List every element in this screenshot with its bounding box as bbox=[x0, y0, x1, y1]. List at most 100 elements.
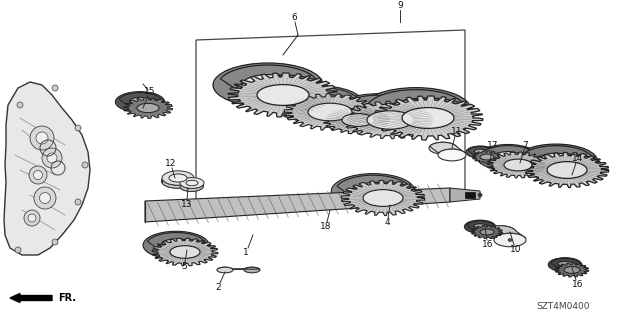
Ellipse shape bbox=[180, 178, 204, 189]
Ellipse shape bbox=[217, 267, 233, 273]
Text: 16: 16 bbox=[482, 241, 493, 249]
Ellipse shape bbox=[508, 239, 512, 241]
Polygon shape bbox=[537, 153, 586, 167]
Circle shape bbox=[75, 199, 81, 205]
Polygon shape bbox=[357, 103, 412, 117]
Polygon shape bbox=[341, 181, 425, 216]
Polygon shape bbox=[468, 147, 499, 155]
Circle shape bbox=[42, 148, 62, 168]
Polygon shape bbox=[284, 94, 376, 130]
Polygon shape bbox=[162, 239, 199, 250]
Text: 18: 18 bbox=[320, 222, 332, 231]
Ellipse shape bbox=[315, 100, 385, 128]
Ellipse shape bbox=[169, 174, 187, 182]
Polygon shape bbox=[343, 101, 437, 139]
Polygon shape bbox=[323, 106, 393, 134]
Ellipse shape bbox=[179, 181, 204, 191]
Text: 10: 10 bbox=[509, 245, 521, 254]
Ellipse shape bbox=[514, 144, 598, 179]
Polygon shape bbox=[319, 101, 388, 116]
Text: 17: 17 bbox=[487, 141, 499, 150]
Polygon shape bbox=[243, 75, 308, 92]
Polygon shape bbox=[557, 261, 580, 269]
Circle shape bbox=[28, 214, 36, 222]
Circle shape bbox=[33, 170, 42, 180]
Polygon shape bbox=[338, 95, 431, 115]
Ellipse shape bbox=[473, 224, 487, 230]
Text: SZT4M0400: SZT4M0400 bbox=[536, 302, 590, 311]
Ellipse shape bbox=[429, 142, 457, 154]
Ellipse shape bbox=[272, 86, 364, 122]
Polygon shape bbox=[147, 233, 214, 248]
Polygon shape bbox=[474, 149, 493, 156]
Polygon shape bbox=[525, 152, 609, 188]
Ellipse shape bbox=[186, 180, 198, 186]
Polygon shape bbox=[278, 87, 370, 107]
Polygon shape bbox=[474, 224, 493, 231]
Circle shape bbox=[29, 166, 47, 184]
Ellipse shape bbox=[557, 261, 573, 268]
Ellipse shape bbox=[168, 177, 186, 185]
Polygon shape bbox=[180, 185, 204, 191]
Polygon shape bbox=[335, 108, 373, 118]
Polygon shape bbox=[467, 221, 500, 230]
Circle shape bbox=[15, 247, 21, 253]
Text: 9: 9 bbox=[397, 1, 403, 10]
Polygon shape bbox=[429, 142, 465, 153]
Ellipse shape bbox=[115, 92, 164, 112]
Ellipse shape bbox=[137, 103, 159, 113]
Ellipse shape bbox=[390, 99, 442, 120]
Circle shape bbox=[40, 192, 51, 204]
Circle shape bbox=[17, 102, 23, 108]
Circle shape bbox=[75, 125, 81, 131]
Polygon shape bbox=[471, 226, 502, 239]
Ellipse shape bbox=[242, 75, 294, 95]
Polygon shape bbox=[354, 183, 402, 196]
Ellipse shape bbox=[361, 88, 471, 132]
Ellipse shape bbox=[547, 162, 587, 178]
Polygon shape bbox=[218, 267, 260, 269]
Circle shape bbox=[52, 239, 58, 245]
Ellipse shape bbox=[402, 108, 454, 129]
Ellipse shape bbox=[356, 103, 402, 122]
Text: 1: 1 bbox=[243, 248, 249, 257]
Ellipse shape bbox=[161, 174, 193, 188]
Polygon shape bbox=[495, 152, 531, 163]
Ellipse shape bbox=[480, 154, 494, 160]
Text: 7: 7 bbox=[523, 141, 529, 150]
Polygon shape bbox=[373, 96, 483, 140]
Ellipse shape bbox=[494, 152, 522, 163]
Polygon shape bbox=[4, 82, 90, 255]
Ellipse shape bbox=[367, 111, 413, 129]
Ellipse shape bbox=[484, 226, 516, 239]
Polygon shape bbox=[124, 98, 173, 118]
Polygon shape bbox=[297, 95, 351, 109]
Text: 15: 15 bbox=[144, 87, 156, 96]
Ellipse shape bbox=[332, 94, 426, 131]
Ellipse shape bbox=[332, 174, 415, 209]
Text: 6: 6 bbox=[291, 13, 297, 22]
Ellipse shape bbox=[477, 145, 539, 170]
Polygon shape bbox=[465, 192, 475, 198]
Text: 12: 12 bbox=[165, 159, 176, 168]
Text: 4: 4 bbox=[385, 219, 390, 227]
Ellipse shape bbox=[494, 233, 526, 247]
Polygon shape bbox=[162, 180, 193, 188]
Text: 13: 13 bbox=[181, 200, 193, 210]
Ellipse shape bbox=[170, 246, 200, 258]
Ellipse shape bbox=[536, 153, 576, 170]
Ellipse shape bbox=[143, 231, 209, 259]
Circle shape bbox=[34, 187, 56, 209]
Ellipse shape bbox=[438, 149, 466, 161]
Polygon shape bbox=[556, 263, 589, 277]
Text: 2: 2 bbox=[215, 283, 221, 292]
Ellipse shape bbox=[296, 95, 340, 113]
Ellipse shape bbox=[480, 229, 494, 235]
Ellipse shape bbox=[474, 149, 488, 155]
Ellipse shape bbox=[162, 171, 194, 185]
Text: 16: 16 bbox=[572, 280, 583, 289]
Ellipse shape bbox=[548, 258, 582, 272]
Polygon shape bbox=[481, 146, 545, 161]
Circle shape bbox=[82, 162, 88, 168]
Ellipse shape bbox=[161, 239, 191, 251]
